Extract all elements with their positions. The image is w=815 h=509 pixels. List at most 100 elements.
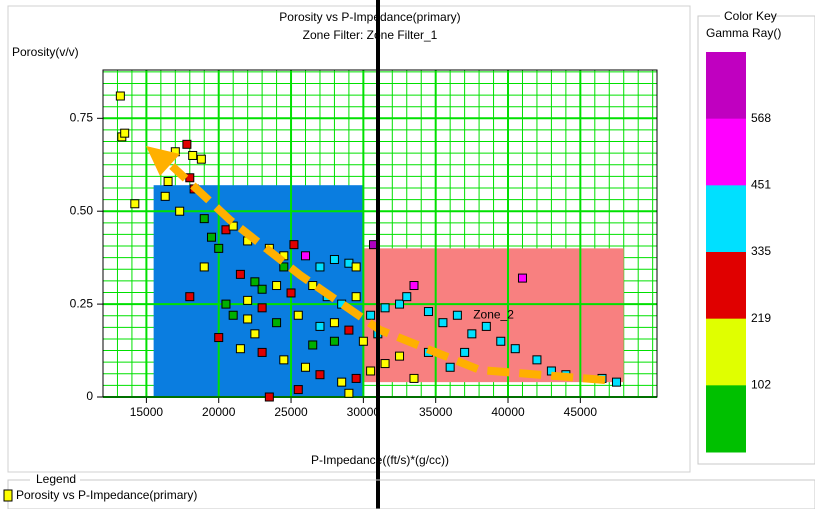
x-tick-label: 40000 bbox=[491, 405, 525, 419]
scatter-point bbox=[395, 351, 405, 361]
scatter-point bbox=[160, 191, 170, 201]
scatter-point bbox=[438, 318, 448, 328]
trend-arrow bbox=[169, 163, 606, 384]
scatter-point bbox=[206, 232, 216, 242]
legend-title: Legend bbox=[36, 472, 76, 486]
color-key-label: 335 bbox=[751, 244, 771, 258]
x-axis-label: P-Impedance((ft/s)*(g/cc)) bbox=[311, 453, 449, 467]
scatter-point bbox=[214, 333, 224, 343]
scatter-point bbox=[380, 359, 390, 369]
scatter-point bbox=[308, 340, 318, 350]
y-tick-label: 0.50 bbox=[70, 203, 94, 217]
scatter-point bbox=[445, 362, 455, 372]
y-tick-label: 0 bbox=[86, 389, 93, 403]
scatter-point bbox=[228, 221, 238, 231]
scatter-point bbox=[409, 281, 419, 291]
scatter-point bbox=[196, 154, 206, 164]
chart-subtitle: Zone Filter: Zone Filter_1 bbox=[303, 28, 438, 42]
scatter-point bbox=[163, 176, 173, 186]
scatter-point bbox=[366, 310, 376, 320]
scatter-point bbox=[301, 251, 311, 261]
scatter-point bbox=[221, 299, 231, 309]
scatter-point bbox=[257, 347, 267, 357]
scatter-point bbox=[358, 336, 368, 346]
scatter-point bbox=[120, 128, 130, 138]
scatter-point bbox=[301, 362, 311, 372]
scatter-point bbox=[409, 373, 419, 383]
scatter-point bbox=[510, 344, 520, 354]
y-tick-label: 0.25 bbox=[70, 296, 94, 310]
chart-title: Porosity vs P-Impedance(primary) bbox=[279, 10, 460, 24]
scatter-point bbox=[315, 370, 325, 380]
plot-panel bbox=[7, 5, 691, 473]
scatter-point bbox=[243, 295, 253, 305]
scatter-point bbox=[496, 336, 506, 346]
x-tick-label: 45000 bbox=[564, 405, 598, 419]
scatter-point bbox=[250, 277, 260, 287]
scatter-point bbox=[130, 199, 140, 209]
x-tick-label: 30000 bbox=[347, 405, 381, 419]
color-key-title: Color Key bbox=[724, 9, 777, 23]
scatter-point bbox=[329, 336, 339, 346]
scatter-point bbox=[611, 377, 621, 387]
color-key-band bbox=[706, 252, 746, 320]
scatter-point bbox=[351, 292, 361, 302]
scatter-point bbox=[351, 373, 361, 383]
scatter-point bbox=[329, 255, 339, 265]
scatter-point bbox=[188, 150, 198, 160]
scatter-point bbox=[423, 307, 433, 317]
scatter-point bbox=[344, 325, 354, 335]
color-key-title-bg bbox=[720, 10, 770, 22]
scatter-point bbox=[344, 388, 354, 398]
scatter-point bbox=[214, 243, 224, 253]
scatter-point bbox=[115, 91, 125, 101]
scatter-point bbox=[337, 377, 347, 387]
scatter-point bbox=[228, 310, 238, 320]
color-key: 568 451 335 219 102 bbox=[706, 52, 771, 453]
scatter-point bbox=[185, 292, 195, 302]
x-tick-label: 25000 bbox=[274, 405, 308, 419]
scatter-point bbox=[243, 314, 253, 324]
scatter-point bbox=[481, 321, 491, 331]
legend-label: Porosity vs P-Impedance(primary) bbox=[16, 488, 197, 502]
scatter-point bbox=[329, 318, 339, 328]
scatter-point bbox=[272, 281, 282, 291]
plot-area: 15000 20000 25000 30000 35000 40000 45000 0 0.25… bbox=[70, 69, 658, 419]
scatter-point bbox=[235, 344, 245, 354]
scatter-point bbox=[315, 321, 325, 331]
x-tick-label: 20000 bbox=[202, 405, 236, 419]
y-axis-label: Porosity(v/v) bbox=[12, 45, 79, 59]
color-key-band bbox=[706, 318, 746, 386]
x-tick-label: 15000 bbox=[130, 405, 164, 419]
x-tick-label: 35000 bbox=[419, 405, 453, 419]
scatter-point bbox=[175, 206, 185, 216]
legend-swatch bbox=[3, 489, 13, 502]
color-key-band bbox=[706, 185, 746, 253]
scatter-point bbox=[199, 214, 209, 224]
scatter-point bbox=[293, 310, 303, 320]
scatter-point bbox=[264, 392, 274, 402]
scatter-point bbox=[293, 385, 303, 395]
color-key-label: 102 bbox=[751, 378, 771, 392]
trend-arrowhead bbox=[146, 146, 180, 176]
scatter-point bbox=[351, 262, 361, 272]
scatter-point bbox=[286, 288, 296, 298]
scatter-point bbox=[257, 284, 267, 294]
scatter-point bbox=[308, 281, 318, 291]
scatter-point bbox=[402, 292, 412, 302]
scatter-point bbox=[257, 303, 267, 313]
y-tick-label: 0.75 bbox=[70, 110, 94, 124]
color-key-band bbox=[706, 52, 746, 120]
scatter-point bbox=[199, 262, 209, 272]
scatter-point bbox=[467, 329, 477, 339]
zone-label: Zone_2 bbox=[473, 307, 514, 321]
scatter-point bbox=[452, 310, 462, 320]
scatter-point bbox=[395, 299, 405, 309]
color-key-band bbox=[706, 385, 746, 453]
scatter-point bbox=[279, 262, 289, 272]
scatter-point bbox=[517, 273, 527, 283]
scatter-point bbox=[279, 355, 289, 365]
scatter-point bbox=[315, 262, 325, 272]
scatter-point bbox=[250, 329, 260, 339]
